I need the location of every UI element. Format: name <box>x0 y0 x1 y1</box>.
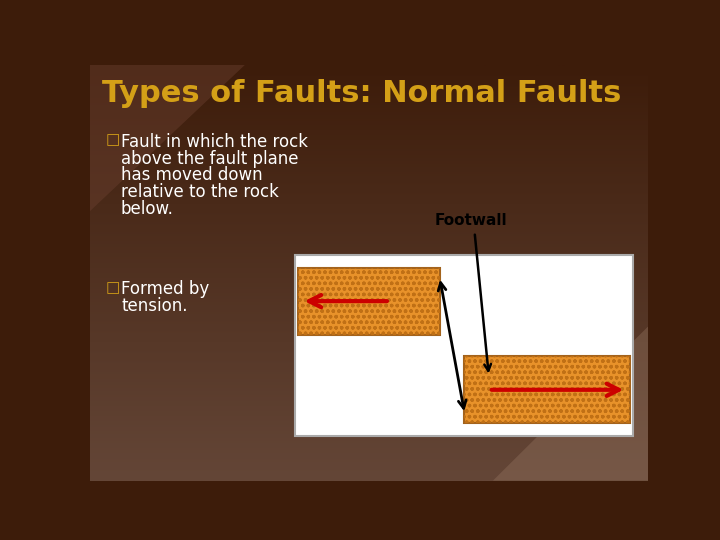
Text: Footwall: Footwall <box>434 213 507 228</box>
Polygon shape <box>90 65 245 211</box>
Text: tension.: tension. <box>121 298 187 315</box>
Text: below.: below. <box>121 200 174 218</box>
Bar <box>295 255 632 436</box>
Polygon shape <box>464 356 630 423</box>
Text: has moved down: has moved down <box>121 166 263 185</box>
Text: Types of Faults: Normal Faults: Types of Faults: Normal Faults <box>102 79 621 107</box>
Text: Formed by: Formed by <box>121 280 210 299</box>
Text: □: □ <box>106 280 120 295</box>
Polygon shape <box>297 268 441 335</box>
Text: relative to the rock: relative to the rock <box>121 184 279 201</box>
Text: □: □ <box>106 132 120 147</box>
Polygon shape <box>493 327 648 481</box>
Text: above the fault plane: above the fault plane <box>121 150 299 167</box>
Text: Fault in which the rock: Fault in which the rock <box>121 132 308 151</box>
